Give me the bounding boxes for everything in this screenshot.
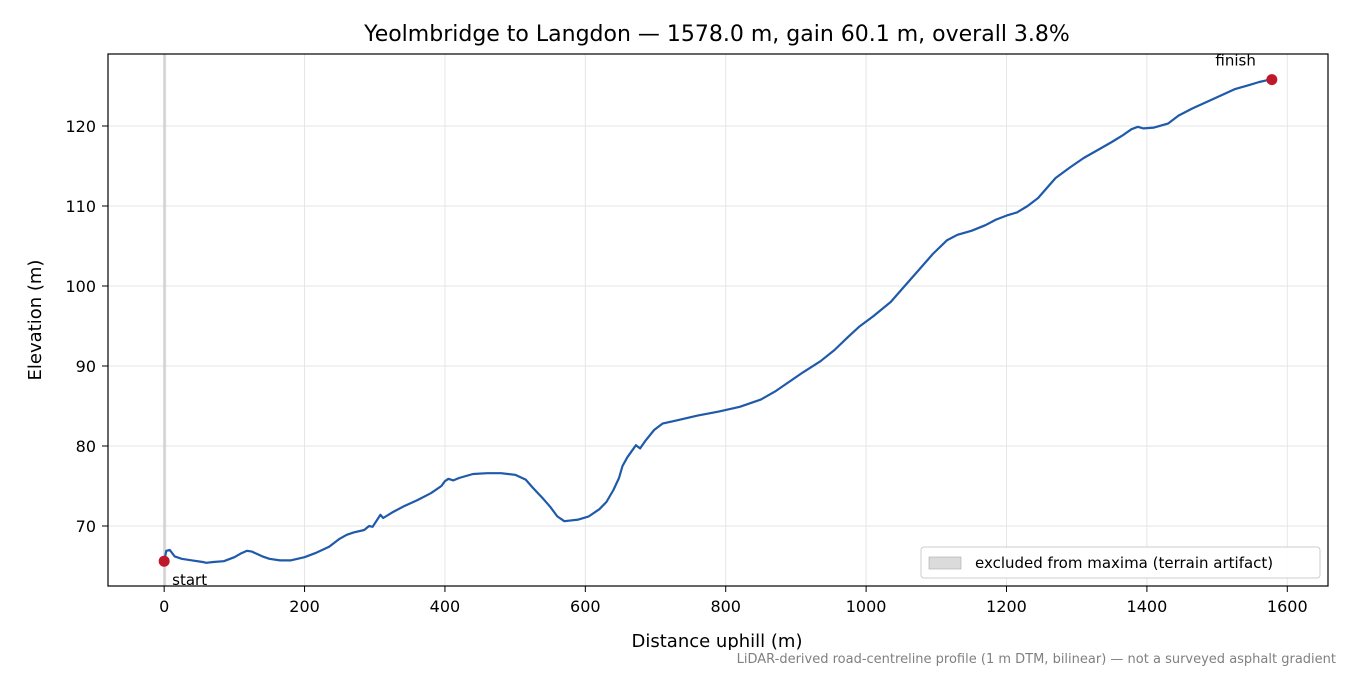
y-tick-label: 80 (76, 437, 96, 456)
footnote: LiDAR-derived road-centreline profile (1… (736, 652, 1336, 667)
x-axis-ticks: 0 200 400 600 800 1000 1200 1400 1600 (159, 586, 1308, 616)
legend-box (920, 546, 1321, 579)
y-tick-label: 70 (76, 517, 96, 536)
y-axis-ticks: 70 80 90 100 110 120 (65, 117, 108, 536)
x-tick-label: 800 (710, 597, 741, 616)
elevation-series-line (163, 78, 1272, 564)
x-tick-label: 1200 (986, 597, 1027, 616)
y-tick-label: 120 (65, 117, 96, 136)
x-tick-label: 1400 (1127, 597, 1168, 616)
excluded-region-band (163, 54, 167, 586)
grid-lines (108, 54, 1328, 586)
legend-entry-label: excluded from maxima (terrain artifact) (975, 554, 1273, 572)
y-tick-label: 90 (76, 357, 96, 376)
elevation-profile-chart: start finish 0 200 400 600 800 1000 1200 1400 160… (25, 22, 1329, 650)
finish-label: finish (1215, 52, 1255, 70)
finish-marker (1266, 74, 1278, 86)
x-tick-label: 200 (289, 597, 320, 616)
x-tick-label: 0 (159, 597, 169, 616)
endpoint-markers: start finish (158, 52, 1278, 589)
x-tick-label: 1600 (1267, 597, 1308, 616)
chart-title: Yeolmbridge to Langdon — 1578.0 m, gain … (363, 22, 1070, 47)
x-tick-label: 1000 (846, 597, 887, 616)
start-marker (158, 555, 170, 567)
plot-frame (107, 53, 1329, 587)
x-tick-label: 600 (570, 597, 601, 616)
y-tick-label: 100 (65, 277, 96, 296)
y-tick-label: 110 (65, 197, 96, 216)
legend-swatch (928, 556, 962, 570)
legend: excluded from maxima (terrain artifact) (920, 546, 1321, 579)
x-axis-label: Distance uphill (m) (632, 631, 803, 650)
start-label: start (172, 571, 207, 589)
x-tick-label: 400 (430, 597, 461, 616)
y-axis-label: Elevation (m) (25, 260, 46, 381)
